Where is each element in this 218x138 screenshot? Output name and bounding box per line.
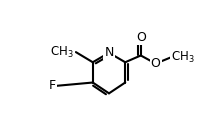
- Text: O: O: [151, 57, 161, 70]
- Text: O: O: [136, 31, 146, 44]
- Text: N: N: [104, 46, 114, 59]
- Text: CH$_3$: CH$_3$: [50, 45, 74, 60]
- Text: CH$_3$: CH$_3$: [171, 50, 195, 65]
- Text: F: F: [49, 79, 56, 92]
